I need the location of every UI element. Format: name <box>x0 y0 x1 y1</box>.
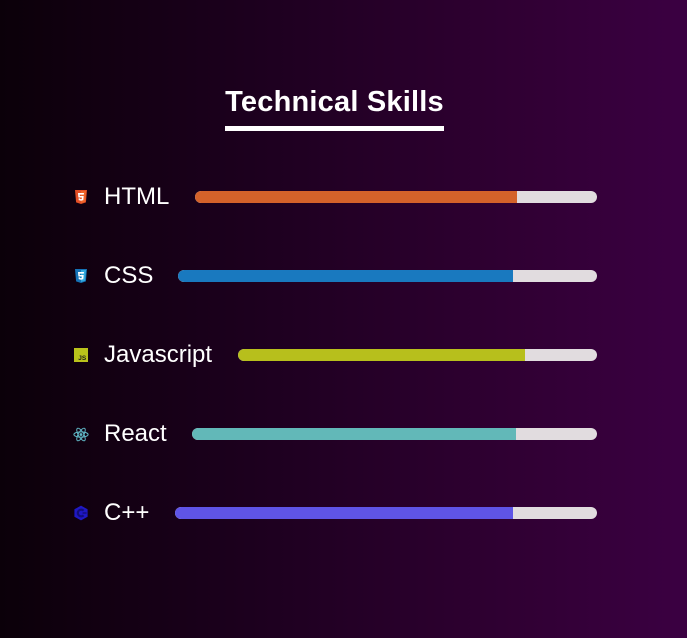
skill-label: CSS <box>104 262 154 289</box>
svg-text:JS: JS <box>78 355 87 362</box>
section-header: Technical Skills <box>0 86 669 131</box>
skill-progress-bar <box>175 507 597 519</box>
skill-progress-fill <box>175 507 513 519</box>
skill-progress-fill <box>191 428 516 440</box>
skill-row-cplusplus: C++ <box>73 498 597 528</box>
skill-label: React <box>104 420 167 447</box>
skill-row-javascript: JS Javascript <box>73 340 597 370</box>
skill-label: HTML <box>104 183 170 210</box>
skill-progress-bar <box>191 428 597 440</box>
skill-progress-fill <box>238 349 526 361</box>
section-title: Technical Skills <box>225 86 444 131</box>
skill-label: Javascript <box>104 341 213 368</box>
html5-icon <box>73 189 89 205</box>
cplusplus-icon <box>73 505 89 521</box>
javascript-icon: JS <box>73 347 89 363</box>
skill-row-css: CSS <box>73 261 597 291</box>
skill-progress-fill <box>178 270 514 282</box>
skill-row-react: React <box>73 419 597 449</box>
skill-progress-fill <box>195 191 517 203</box>
skill-label: C++ <box>104 499 150 526</box>
react-icon <box>73 426 89 442</box>
skill-row-html: HTML <box>73 182 597 212</box>
skill-progress-bar <box>238 349 597 361</box>
skill-progress-bar <box>195 191 597 203</box>
skill-progress-bar <box>178 270 597 282</box>
css3-icon <box>73 268 89 284</box>
